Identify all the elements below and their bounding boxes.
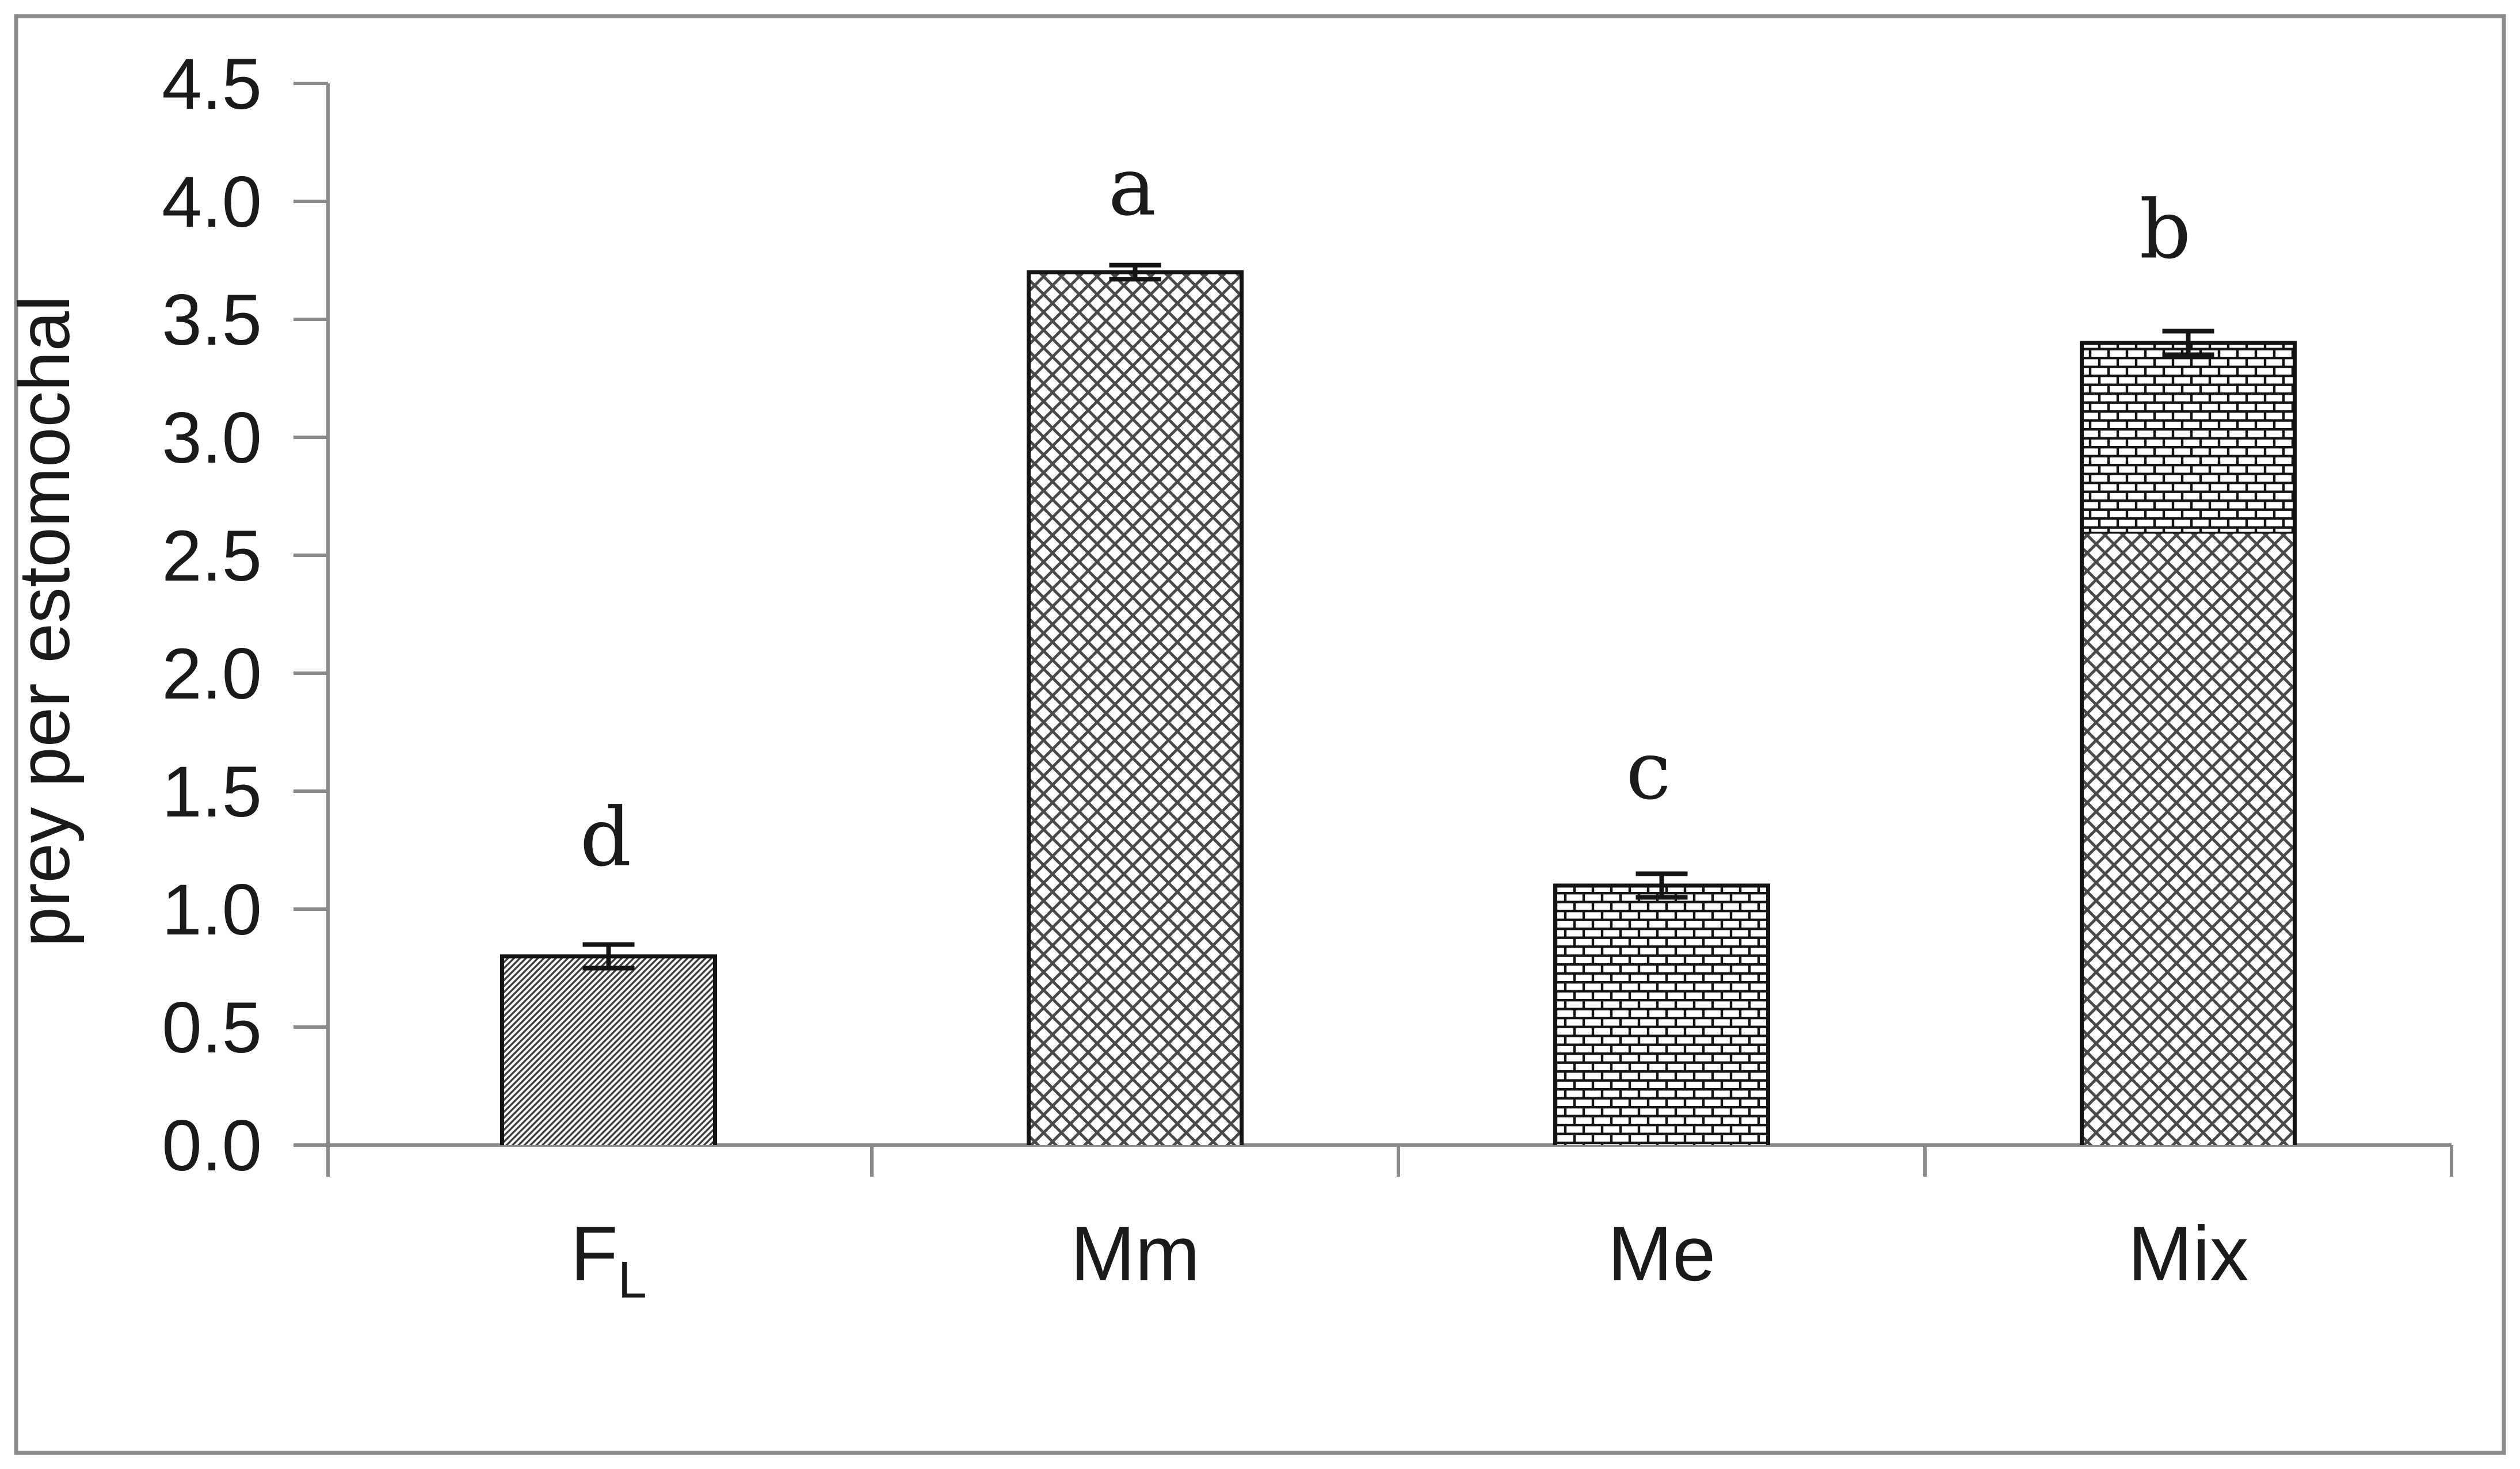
x-category-label: Me	[1608, 1210, 1716, 1297]
y-tick-label: 4.0	[162, 162, 262, 242]
x-category-label-text: F	[570, 1210, 617, 1297]
y-tick-label: 3.0	[162, 398, 262, 478]
y-tick-label: 3.5	[162, 280, 262, 360]
y-tick-label: 2.5	[162, 516, 262, 596]
y-tick-label: 4.5	[162, 44, 262, 124]
bar-segment-cross-hatch	[2081, 532, 2295, 1145]
axis-labels: FL Mm Me Mix prey per estomochal	[5, 295, 2248, 1309]
significance-letter: a	[1108, 140, 1156, 234]
error-bar	[1109, 262, 1161, 282]
y-tick-label: 1.0	[162, 870, 262, 950]
significance-letters: d a c b	[580, 140, 2191, 885]
error-bar	[2162, 329, 2214, 357]
significance-letter: c	[1626, 724, 1671, 818]
bar-segment-brick	[1555, 886, 1768, 1145]
y-tick-label: 0.0	[162, 1106, 262, 1186]
x-category-label-subscript: L	[618, 1251, 647, 1309]
x-category-label-text: Mm	[1070, 1210, 1200, 1297]
y-tick-label: 0.5	[162, 988, 262, 1068]
error-bar	[1635, 871, 1688, 900]
x-category-label: Mm	[1070, 1210, 1200, 1297]
bar-segment-diagonal-hatch	[502, 956, 715, 1145]
x-category-label-text: Me	[1608, 1210, 1716, 1297]
x-category-label: Mix	[2128, 1210, 2249, 1297]
bar-segment-cross-hatch	[1028, 272, 1242, 1145]
y-tick-label: 2.0	[162, 634, 262, 714]
bar-segment-brick	[2081, 343, 2295, 532]
x-category-label-text: Mix	[2128, 1210, 2249, 1297]
error-bar	[582, 942, 635, 971]
x-category-label: FL	[570, 1210, 647, 1309]
bars	[500, 270, 2297, 1145]
y-axis-title: prey per estomochal	[5, 295, 85, 947]
significance-letter: b	[2140, 184, 2191, 277]
error-bars	[582, 262, 2214, 971]
y-tick-label: 1.5	[162, 752, 262, 832]
significance-letter: d	[580, 791, 632, 885]
